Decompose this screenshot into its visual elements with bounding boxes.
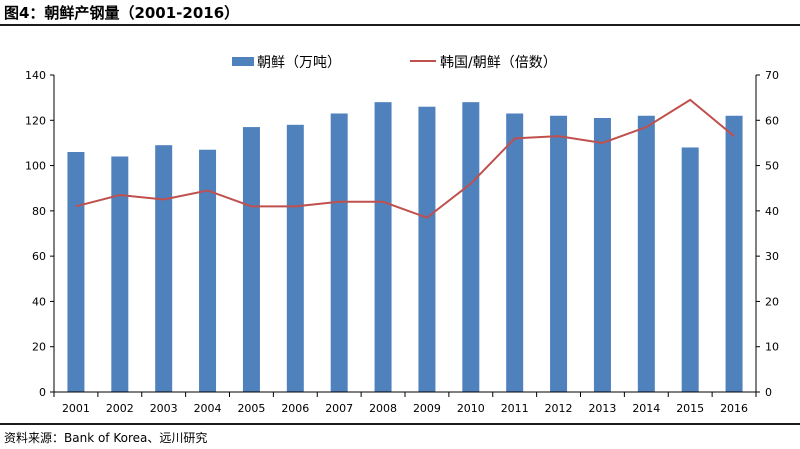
y-tick-label-left: 20 [32,341,46,354]
y-tick-label-right: 60 [765,114,779,127]
y-tick-label-right: 10 [765,341,779,354]
bar-2003 [155,145,173,392]
x-tick-label: 2012 [545,402,573,415]
y-tick-label-left: 140 [25,69,46,82]
source-note: 资料来源：Bank of Korea、远川研究 [4,431,208,445]
x-tick-label: 2013 [588,402,616,415]
y-tick-label-right: 30 [765,250,779,263]
bar-2010 [462,102,480,393]
footer-rule [0,423,800,425]
bar-2006 [286,124,304,392]
y-tick-label-right: 70 [765,69,779,82]
y-tick-label-left: 40 [32,295,46,308]
y-tick-label-left: 80 [32,205,46,218]
x-tick-label: 2003 [150,402,178,415]
x-tick-label: 2009 [413,402,441,415]
x-tick-label: 2001 [62,402,90,415]
y-tick-label-right: 50 [765,160,779,173]
x-tick-label: 2005 [237,402,265,415]
chart-title: 图4：朝鲜产钢量（2001-2016） [4,4,240,22]
y-tick-label-left: 60 [32,250,46,263]
bar-2007 [330,113,348,393]
bar-2012 [550,115,568,392]
y-tick-label-left: 120 [25,114,46,127]
y-tick-label-left: 0 [39,386,46,399]
ratio-line [75,98,735,219]
bar-2011 [506,113,524,393]
bar-2002 [111,156,129,392]
x-tick-label: 2004 [194,402,222,415]
x-tick-label: 2016 [720,402,748,415]
bar-series [67,102,743,393]
legend-swatch-bar [232,57,254,66]
legend-label-bar: 朝鲜（万吨） [257,55,341,71]
x-tick-label: 2002 [106,402,134,415]
legend: 朝鲜（万吨） 韩国/朝鲜（倍数） [232,55,557,71]
bar-2009 [418,106,436,392]
line-points [75,99,735,218]
bar-2001 [67,151,85,392]
y-tick-label-right: 20 [765,295,779,308]
y-tick-label-left: 100 [25,160,46,173]
bar-2015 [681,147,699,392]
x-tick-label: 2015 [676,402,704,415]
legend-label-line: 韩国/朝鲜（倍数） [440,55,557,71]
x-tick-label: 2011 [501,402,529,415]
bar-2016 [725,115,743,392]
x-tick-label: 2007 [325,402,353,415]
y-tick-label-right: 0 [765,386,772,399]
bar-2005 [242,127,260,392]
x-tick-label: 2006 [281,402,309,415]
x-tick-label: 2010 [457,402,485,415]
bar-2014 [637,115,655,392]
bar-2008 [374,102,392,393]
axes: 0 20 40 60 80 100 120 140 0 10 20 30 40 50 60 70 2001 200… [25,69,779,415]
bar-2013 [593,118,611,393]
title-rule [0,24,800,26]
x-tick-label: 2008 [369,402,397,415]
bar-2004 [199,149,217,392]
y-tick-label-right: 40 [765,205,779,218]
x-tick-label: 2014 [632,402,660,415]
